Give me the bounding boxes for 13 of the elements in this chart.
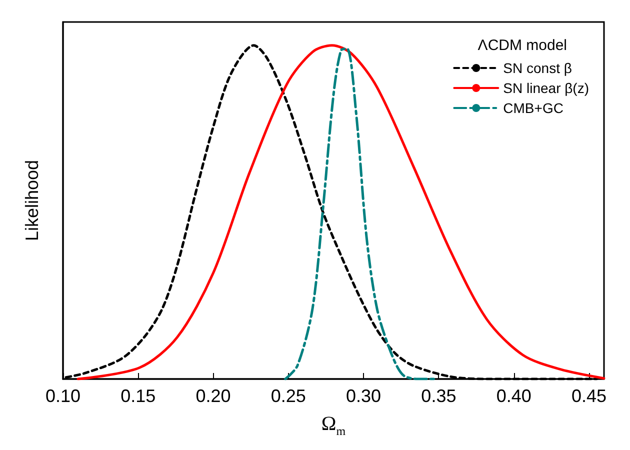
legend-label: SN const β — [503, 60, 572, 76]
x-tick-label: 0.35 — [421, 386, 456, 406]
x-tick-label: 0.30 — [346, 386, 382, 406]
legend-label: CMB+GC — [503, 100, 564, 116]
y-axis-title: Likelihood — [22, 160, 42, 242]
x-tick-label: 0.15 — [120, 386, 156, 406]
legend-label: SN linear β(z) — [503, 80, 590, 96]
x-tick-label: 0.45 — [571, 386, 606, 406]
x-tick-label: 0.20 — [196, 386, 231, 406]
x-tick-label: 0.10 — [45, 386, 81, 406]
legend-title: ΛCDM model — [478, 37, 567, 54]
x-tick-label: 0.25 — [270, 386, 306, 406]
x-tick-label: 0.40 — [496, 386, 532, 406]
